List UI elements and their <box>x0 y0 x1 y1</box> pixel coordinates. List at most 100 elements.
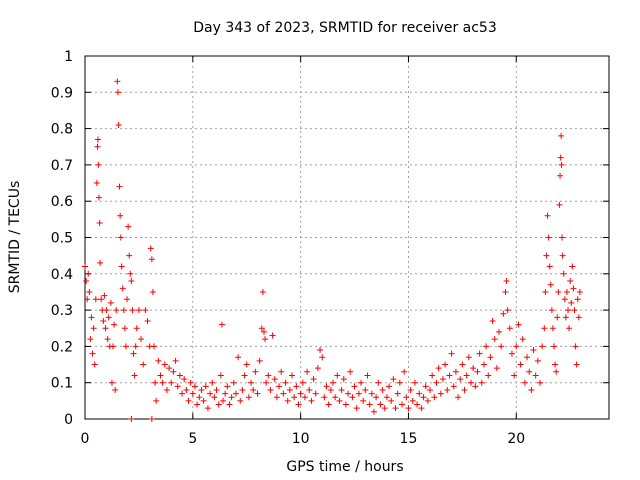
data-point <box>338 386 345 393</box>
data-point <box>228 394 235 401</box>
data-point <box>568 299 575 306</box>
chart-title: Day 343 of 2023, SRMTID for receiver ac5… <box>193 20 497 36</box>
data-point <box>308 397 315 404</box>
data-point <box>532 372 539 379</box>
data-point <box>297 390 304 397</box>
data-point <box>565 307 572 314</box>
data-point <box>368 390 375 397</box>
data-point <box>90 325 97 332</box>
data-point <box>435 365 442 372</box>
data-point <box>278 368 285 375</box>
data-point <box>260 328 267 335</box>
data-point <box>544 212 551 219</box>
data-point <box>104 336 111 343</box>
y-tick-label: 0.9 <box>51 85 73 101</box>
data-point <box>478 379 485 386</box>
data-point <box>566 325 573 332</box>
data-point <box>97 259 104 266</box>
data-point <box>191 383 198 390</box>
data-point <box>420 394 427 401</box>
x-tick-label: 15 <box>400 431 418 447</box>
data-point <box>515 321 522 328</box>
data-point <box>276 383 283 390</box>
data-point <box>304 368 311 375</box>
data-point <box>394 390 401 397</box>
data-point <box>289 372 296 379</box>
data-point <box>546 263 553 270</box>
data-point <box>327 386 334 393</box>
data-point <box>128 278 135 285</box>
data-point <box>414 401 421 408</box>
data-point <box>366 401 373 408</box>
data-point <box>220 397 227 404</box>
data-point <box>86 288 93 295</box>
data-point <box>155 357 162 364</box>
data-point <box>94 143 101 150</box>
data-point <box>116 183 123 190</box>
data-point <box>207 390 214 397</box>
data-point <box>117 212 124 219</box>
data-point <box>558 234 565 241</box>
data-point <box>416 390 423 397</box>
data-point <box>503 278 510 285</box>
x-tick-label: 20 <box>507 431 525 447</box>
x-tick-label: 10 <box>292 431 310 447</box>
data-point <box>572 343 579 350</box>
data-point <box>120 307 127 314</box>
data-point <box>269 332 276 339</box>
x-axis-label: GPS time / hours <box>286 459 403 475</box>
data-point <box>465 354 472 361</box>
data-point <box>299 379 306 386</box>
data-point <box>561 296 568 303</box>
data-point <box>461 386 468 393</box>
data-point <box>559 252 566 259</box>
data-point <box>94 136 101 143</box>
data-point <box>491 336 498 343</box>
data-point <box>457 376 464 383</box>
data-point <box>383 394 390 401</box>
data-point <box>250 386 257 393</box>
data-point <box>556 201 563 208</box>
y-tick-label: 1 <box>64 49 73 65</box>
data-point <box>370 408 377 415</box>
data-point <box>557 172 564 179</box>
data-point <box>539 343 546 350</box>
data-point <box>472 383 479 390</box>
data-point <box>107 299 114 306</box>
data-point <box>576 288 583 295</box>
data-point <box>310 376 317 383</box>
data-point <box>557 154 564 161</box>
data-point <box>351 383 358 390</box>
data-point <box>323 383 330 390</box>
data-point <box>129 307 136 314</box>
data-point <box>259 288 266 295</box>
data-point <box>437 390 444 397</box>
data-point <box>431 394 438 401</box>
data-point <box>552 361 559 368</box>
y-tick-label: 0.4 <box>51 267 73 283</box>
data-point <box>254 390 261 397</box>
data-point <box>89 350 96 357</box>
data-point <box>93 180 100 187</box>
data-point <box>502 288 509 295</box>
data-point <box>349 394 356 401</box>
data-point <box>574 296 581 303</box>
data-point <box>567 278 574 285</box>
data-point <box>342 401 349 408</box>
data-point <box>83 278 90 285</box>
data-point <box>555 288 562 295</box>
data-point <box>286 386 293 393</box>
data-point <box>138 336 145 343</box>
data-point <box>284 397 291 404</box>
data-point <box>148 416 155 422</box>
data-point <box>168 379 175 386</box>
data-point <box>377 401 384 408</box>
y-tick-label: 0.1 <box>51 376 73 392</box>
data-point <box>142 307 149 314</box>
data-point <box>258 325 265 332</box>
data-point <box>112 386 119 393</box>
data-point <box>562 314 569 321</box>
data-point <box>511 372 518 379</box>
data-point <box>483 343 490 350</box>
data-point <box>405 405 412 412</box>
